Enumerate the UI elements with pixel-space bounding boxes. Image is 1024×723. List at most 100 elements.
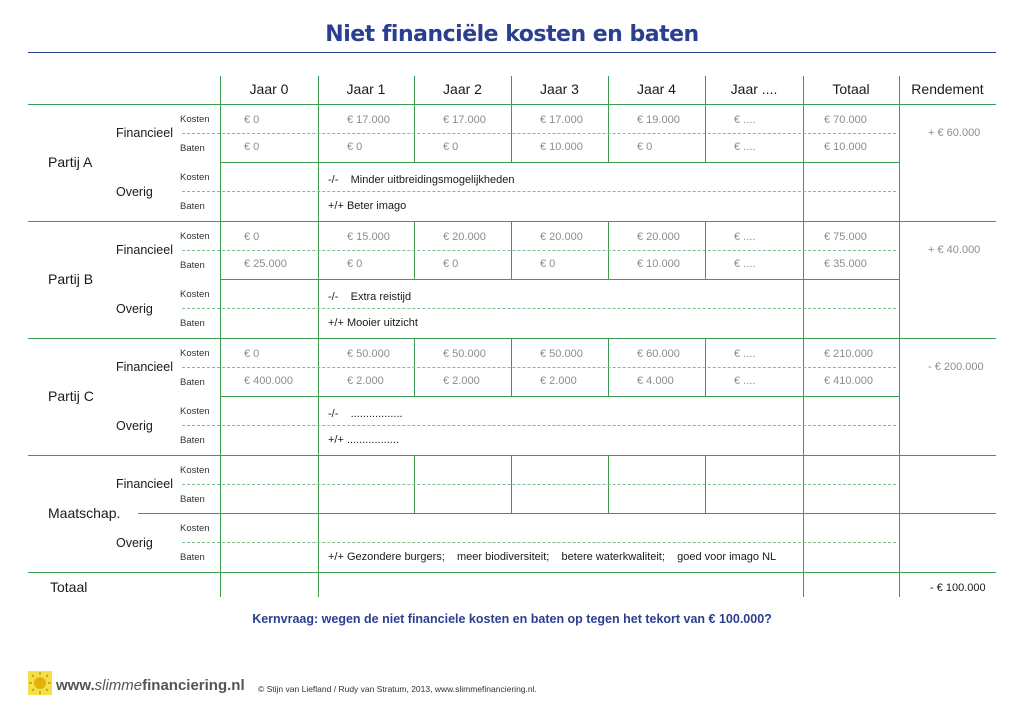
row-label-baten: Baten [180,435,205,446]
value-baten: € 25.000 [244,258,287,270]
dashed-divider [182,250,896,251]
overig-kosten-note: -/- ................. [328,408,403,420]
row-label-baten: Baten [180,260,205,271]
row-label-kosten: Kosten [180,406,210,417]
total-label: Totaal [50,579,88,595]
value-kosten: € 60.000 [637,348,680,360]
dashed-divider [182,542,896,543]
row-label-baten: Baten [180,201,205,212]
value-kosten: € 75.000 [824,231,867,243]
value-baten: € 0 [347,258,363,270]
total-rendement: - € 100.000 [930,582,986,594]
grid-line [414,76,415,104]
value-baten: € .... [734,141,756,153]
category-financieel: Financieel [116,477,173,491]
value-baten: € 0 [244,141,260,153]
grid-line [220,396,899,397]
value-kosten: € 210.000 [824,348,873,360]
overig-baten-note: +/+ Mooier uitzicht [328,317,418,329]
value-kosten: € 0 [244,231,260,243]
row-label-kosten: Kosten [180,114,210,125]
category-financieel: Financieel [116,126,173,140]
column-header: Jaar 0 [249,81,289,97]
value-kosten: € .... [734,114,756,126]
value-kosten: € .... [734,231,756,243]
value-baten: € 0 [540,258,556,270]
grid-line [220,162,899,163]
row-label-baten: Baten [180,143,205,154]
row-label-baten: Baten [180,494,205,505]
value-baten: € 10.000 [540,141,583,153]
row-label-baten: Baten [180,318,205,329]
category-overig: Overig [116,419,153,433]
grid-line [138,513,996,514]
grid-line [28,455,996,456]
dashed-divider [182,484,896,485]
value-baten: € 4.000 [637,375,674,387]
category-overig: Overig [116,536,153,550]
category-financieel: Financieel [116,243,173,257]
value-kosten: € 17.000 [540,114,583,126]
overig-baten-note: +/+ Beter imago [328,200,407,212]
value-baten: € 0 [347,141,363,153]
value-baten: € 2.000 [443,375,480,387]
overig-baten-note: +/+ ................. [328,434,399,446]
value-baten: € 410.000 [824,375,873,387]
value-baten: € 400.000 [244,375,293,387]
title-divider [28,52,996,53]
overig-kosten-note: -/- Minder uitbreidingsmogelijkheden [328,174,515,186]
dashed-divider [182,425,896,426]
rendement-value: - € 200.000 [928,361,984,373]
value-baten: € 10.000 [824,141,867,153]
grid-line [803,76,804,597]
party-label: Maatschap. [48,505,121,521]
row-label-kosten: Kosten [180,465,210,476]
value-kosten: € 20.000 [443,231,486,243]
column-header: Jaar 2 [443,81,482,97]
value-baten: € 2.000 [540,375,577,387]
overig-kosten-note: -/- Extra reistijd [328,291,412,303]
sun-logo-icon [28,671,52,695]
value-baten: € 0 [443,258,459,270]
dashed-divider [182,367,896,368]
grid-line [318,76,319,597]
party-label: Partij C [48,388,94,404]
value-kosten: € 0 [244,348,260,360]
dashed-divider [182,133,896,134]
grid-line [28,338,996,339]
value-baten: € 0 [443,141,459,153]
key-question: Kernvraag: wegen de niet financiele kost… [252,612,772,626]
grid-line [28,104,996,105]
value-kosten: € 50.000 [540,348,583,360]
column-header: Totaal [832,81,870,97]
brand-link[interactable]: www.slimmefinanciering.nl [56,677,245,694]
category-financieel: Financieel [116,360,173,374]
grid-line [220,279,899,280]
value-kosten: € 20.000 [540,231,583,243]
value-baten: € .... [734,258,756,270]
value-kosten: € 19.000 [637,114,680,126]
rendement-value: + € 60.000 [928,127,981,139]
row-label-kosten: Kosten [180,172,210,183]
column-header: Jaar 3 [540,81,579,97]
row-label-kosten: Kosten [180,289,210,300]
value-baten: € 35.000 [824,258,867,270]
party-label: Partij B [48,271,94,287]
category-overig: Overig [116,302,153,316]
value-kosten: € 70.000 [824,114,867,126]
dashed-divider [182,308,896,309]
grid-line [705,76,706,104]
overig-baten-note: +/+ Gezondere burgers; meer biodiversite… [328,551,777,563]
grid-line [511,76,512,104]
grid-line [899,76,900,597]
value-kosten: € 17.000 [347,114,390,126]
value-kosten: € .... [734,348,756,360]
row-label-baten: Baten [180,377,205,388]
grid-line [28,572,996,573]
value-baten: € 2.000 [347,375,384,387]
row-label-kosten: Kosten [180,348,210,359]
value-kosten: € 50.000 [443,348,486,360]
row-label-baten: Baten [180,552,205,563]
row-label-kosten: Kosten [180,231,210,242]
value-kosten: € 0 [244,114,260,126]
